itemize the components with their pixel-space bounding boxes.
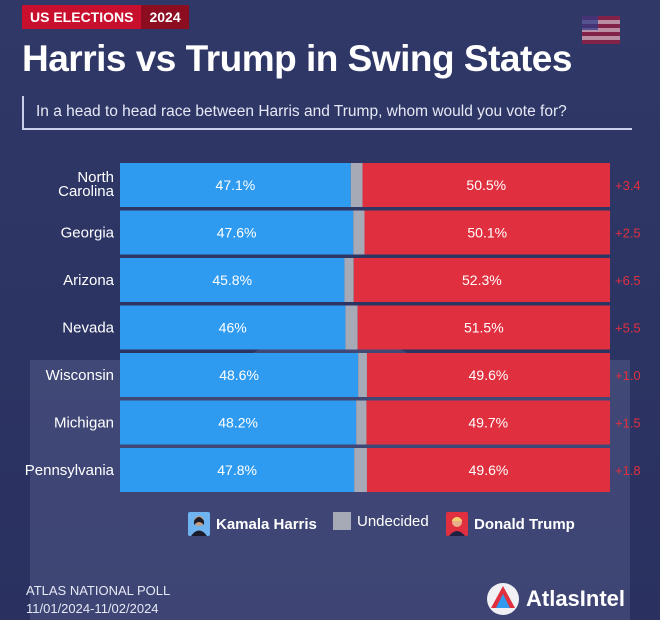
label-trump: 50.1% bbox=[467, 225, 507, 241]
bar-trump bbox=[362, 163, 610, 207]
bar-trump bbox=[366, 353, 610, 397]
legend-label-harris: Kamala Harris bbox=[216, 515, 317, 533]
legend-item-harris: Kamala Harris bbox=[188, 512, 317, 536]
label-harris: 45.8% bbox=[212, 272, 252, 288]
label-harris: 48.2% bbox=[218, 415, 258, 431]
margin-label: +1.0 bbox=[615, 368, 641, 383]
tag-label: US ELECTIONS bbox=[22, 5, 142, 29]
bar-trump bbox=[366, 400, 610, 445]
bar-harris bbox=[120, 448, 355, 492]
legend-label-trump: Donald Trump bbox=[474, 515, 575, 533]
legend: Kamala Harris Undecided Donald Trump bbox=[0, 512, 660, 542]
poll-name: ATLAS NATIONAL POLL bbox=[26, 583, 171, 598]
bar-harris bbox=[120, 353, 359, 397]
state-label: Nevada bbox=[62, 320, 114, 337]
label-harris: 47.1% bbox=[216, 177, 256, 193]
legend-item-undecided: Undecided bbox=[333, 512, 429, 530]
state-label: Arizona bbox=[63, 272, 115, 289]
bar-harris bbox=[120, 400, 357, 445]
brand-logo: AtlasIntel bbox=[486, 582, 625, 616]
trump-avatar-icon bbox=[446, 512, 468, 536]
bar-trump bbox=[357, 305, 610, 350]
us-flag-icon bbox=[582, 16, 620, 44]
label-trump: 49.7% bbox=[468, 415, 508, 431]
bar-undecided bbox=[345, 305, 358, 350]
label-trump: 52.3% bbox=[462, 272, 502, 288]
bar-harris bbox=[120, 258, 345, 302]
margin-label: +1.8 bbox=[615, 463, 641, 478]
brand-name: AtlasIntel bbox=[526, 586, 626, 611]
page-title: Harris vs Trump in Swing States bbox=[22, 38, 572, 79]
poll-dates: 11/01/2024-11/02/2024 bbox=[26, 601, 159, 616]
state-label: Georgia bbox=[61, 225, 115, 242]
label-trump: 49.6% bbox=[469, 367, 509, 383]
state-label: Pennsylvania bbox=[25, 462, 115, 479]
bar-undecided bbox=[354, 448, 367, 492]
bar-undecided bbox=[353, 210, 365, 255]
election-tag: US ELECTIONS 2024 bbox=[22, 5, 189, 29]
margin-label: +1.5 bbox=[615, 416, 641, 431]
state-label: Wisconsin bbox=[46, 367, 114, 384]
bar-harris bbox=[120, 305, 346, 350]
harris-avatar-icon bbox=[188, 512, 210, 536]
bar-undecided bbox=[344, 258, 354, 302]
state-label: Michigan bbox=[54, 415, 114, 432]
margin-label: +3.4 bbox=[615, 178, 641, 193]
margin-label: +2.5 bbox=[615, 226, 641, 241]
legend-swatch-undecided bbox=[333, 512, 351, 530]
label-harris: 47.6% bbox=[217, 225, 257, 241]
bar-harris bbox=[120, 163, 351, 207]
tag-year: 2024 bbox=[141, 5, 189, 29]
state-label: Carolina bbox=[58, 183, 115, 200]
bar-harris bbox=[120, 210, 354, 255]
bar-undecided bbox=[350, 163, 363, 207]
label-trump: 51.5% bbox=[464, 320, 504, 336]
state-label: North bbox=[77, 169, 114, 186]
subtitle-text: In a head to head race between Harris an… bbox=[36, 103, 567, 120]
legend-label-undecided: Undecided bbox=[357, 512, 429, 530]
subtitle-box: In a head to head race between Harris an… bbox=[22, 96, 632, 130]
bar-trump bbox=[364, 210, 610, 255]
bar-undecided bbox=[358, 353, 367, 397]
label-harris: 48.6% bbox=[219, 367, 259, 383]
margin-label: +6.5 bbox=[615, 273, 641, 288]
label-trump: 49.6% bbox=[469, 462, 509, 478]
bar-trump bbox=[366, 448, 610, 492]
bar-undecided bbox=[356, 400, 367, 445]
margin-label: +5.5 bbox=[615, 321, 641, 336]
label-harris: 46% bbox=[219, 320, 247, 336]
bar-trump bbox=[353, 258, 610, 302]
label-trump: 50.5% bbox=[466, 177, 506, 193]
atlas-logo-icon bbox=[487, 583, 519, 615]
label-harris: 47.8% bbox=[217, 462, 257, 478]
poll-source: ATLAS NATIONAL POLL 11/01/2024-11/02/202… bbox=[26, 582, 170, 618]
legend-item-trump: Donald Trump bbox=[446, 512, 575, 536]
